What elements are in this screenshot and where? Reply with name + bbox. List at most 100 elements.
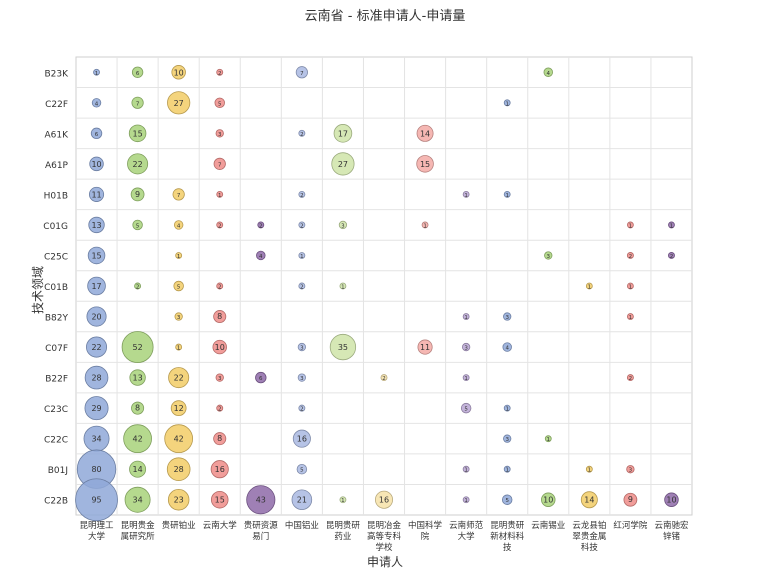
bubble-label: 5 — [218, 101, 222, 107]
bubble-label: 22 — [133, 160, 143, 169]
bubble-label: 4 — [95, 101, 99, 107]
bubble-label: 1 — [464, 193, 468, 199]
bubble — [462, 313, 470, 320]
y-tick-label: A61K — [44, 130, 69, 140]
bubble-label: 5 — [177, 285, 181, 291]
bubble-label: 7 — [136, 101, 140, 107]
x-tick-label: 贵研铂业 — [162, 520, 196, 531]
bubble — [166, 457, 191, 482]
bubble-label: 17 — [338, 129, 348, 138]
bubble-label: 42 — [174, 435, 184, 444]
x-tick-label: 技 — [503, 542, 512, 553]
bubble-label: 2 — [259, 223, 263, 229]
x-tick-label: 属研究所 — [121, 531, 156, 542]
bubble — [462, 374, 470, 382]
bubble-label: 1 — [505, 407, 509, 413]
bubble — [164, 424, 194, 454]
x-tick-label: 药业 — [334, 531, 351, 542]
x-tick-label: 云南大学 — [203, 520, 238, 531]
bubble — [544, 435, 552, 443]
bubble — [134, 282, 142, 290]
bubble — [167, 91, 191, 115]
bubble-label: 1 — [629, 223, 633, 229]
x-tick-label: 翠贵金属 — [572, 531, 606, 542]
y-tick-label: B82Y — [45, 314, 69, 324]
bubble — [168, 367, 190, 389]
bubble — [173, 280, 184, 292]
bubble-label: 1 — [423, 223, 427, 229]
bubble — [170, 400, 187, 416]
bubble — [298, 129, 306, 137]
bubble — [84, 396, 109, 421]
bubble-label: 21 — [297, 496, 307, 505]
bubble — [90, 127, 103, 140]
bubble-label: 15 — [133, 129, 143, 138]
bubble-label: 20 — [91, 313, 101, 322]
bubble — [129, 369, 146, 386]
bubble-label: 15 — [215, 496, 225, 505]
bubble-label: 5 — [505, 498, 509, 504]
bubble-label: 7 — [218, 162, 222, 168]
bubble — [174, 312, 183, 321]
x-tick-label: 学校 — [375, 542, 393, 553]
bubble — [585, 465, 593, 473]
bubble-label: 1 — [588, 468, 592, 474]
bubble-label: 4 — [177, 223, 181, 229]
bubble — [380, 374, 388, 382]
bubble — [460, 402, 472, 414]
y-tick-label: C01G — [43, 222, 68, 232]
y-tick-label: C22F — [45, 100, 68, 110]
bubble — [167, 489, 190, 511]
bubble-label: 3 — [629, 468, 633, 474]
bubble — [89, 156, 104, 172]
bubble — [298, 252, 306, 259]
bubble-label: 2 — [300, 407, 304, 413]
bubble — [216, 404, 224, 412]
bubble-label: 34 — [133, 496, 143, 505]
bubble — [129, 460, 147, 478]
bubble — [298, 221, 306, 229]
bubble-label: 6 — [259, 376, 263, 382]
bubble — [210, 490, 229, 509]
bubble — [128, 124, 147, 143]
bubble-label: 22 — [174, 374, 184, 383]
bubble — [297, 373, 306, 382]
bubble — [668, 252, 675, 259]
bubble-label: 3 — [341, 223, 345, 229]
bubble — [627, 282, 634, 290]
bubble — [329, 333, 357, 361]
bubble-label: 27 — [338, 160, 348, 169]
bubble-label: 2 — [300, 193, 304, 199]
bubble-label: 1 — [177, 254, 181, 260]
bubble-label: 12 — [174, 404, 184, 413]
bubble-label: 7 — [177, 193, 181, 199]
bubble — [131, 96, 144, 109]
bubble-label: 9 — [135, 190, 140, 199]
bubble-label: 3 — [218, 376, 222, 382]
bubble — [213, 310, 227, 324]
bubble-label: 10 — [543, 496, 553, 505]
bubble-label: 1 — [464, 498, 468, 504]
bubble — [544, 251, 553, 260]
bubble — [216, 68, 224, 76]
bubble — [501, 494, 513, 505]
bubble-label: 8 — [217, 312, 222, 321]
bubble — [668, 221, 675, 229]
plot-area: B23K C22F A61K A61P H01B C01G C25C C01B B82Y C07F… — [43, 56, 693, 553]
bubble-label: 1 — [177, 346, 181, 352]
bubble — [503, 99, 511, 107]
bubble — [462, 496, 470, 504]
bubble — [86, 306, 107, 327]
bubble-label: 2 — [218, 285, 222, 291]
bubble-label: 3 — [177, 315, 181, 321]
x-tick-label: 昆明贵研 — [326, 520, 361, 531]
bubble-label: 52 — [133, 343, 143, 352]
bubble — [175, 343, 183, 351]
bubble — [541, 492, 556, 507]
bubble-label: 3 — [505, 437, 509, 443]
bubble — [214, 97, 225, 109]
bubble — [297, 342, 306, 352]
bubble — [421, 221, 429, 229]
bubble-label: 1 — [670, 223, 674, 229]
bubble-label: 13 — [91, 221, 101, 230]
